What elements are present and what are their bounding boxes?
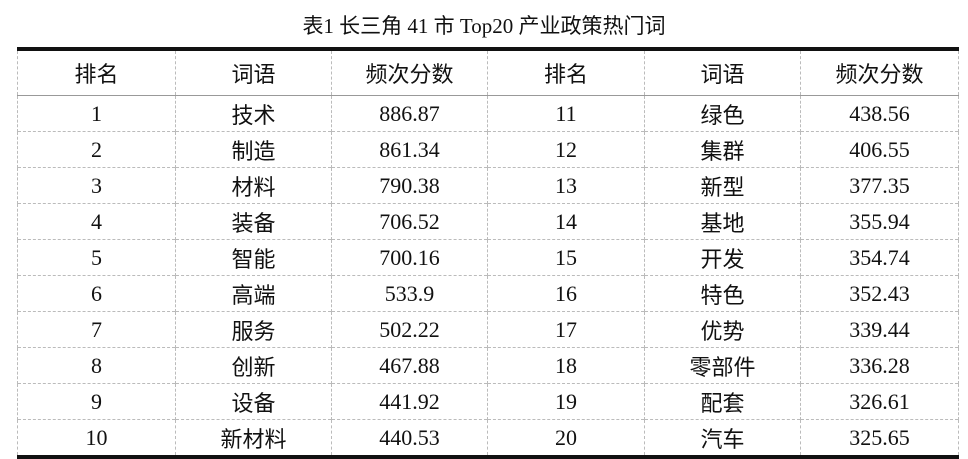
header-row: 排名 词语 频次分数 排名 词语 频次分数 bbox=[17, 49, 959, 96]
word-cell: 服务 bbox=[175, 311, 332, 348]
word-cell: 绿色 bbox=[644, 95, 801, 132]
rank-cell: 4 bbox=[17, 203, 176, 240]
score-cell: 441.92 bbox=[331, 383, 488, 420]
rank-cell: 6 bbox=[17, 275, 176, 312]
score-cell: 438.56 bbox=[800, 95, 959, 132]
table-title: 表1 长三角 41 市 Top20 产业政策热门词 bbox=[302, 14, 666, 38]
score-cell: 886.87 bbox=[331, 95, 488, 132]
score-cell: 339.44 bbox=[800, 311, 959, 348]
score-cell: 467.88 bbox=[331, 347, 488, 384]
score-cell: 336.28 bbox=[800, 347, 959, 384]
table-row: 8 创新 467.88 18 零部件 336.28 bbox=[17, 347, 959, 384]
rank-cell: 9 bbox=[17, 383, 176, 420]
rank-cell: 19 bbox=[487, 383, 645, 420]
rank-cell: 15 bbox=[487, 239, 645, 276]
word-cell: 配套 bbox=[644, 383, 801, 420]
score-cell: 706.52 bbox=[331, 203, 488, 240]
score-cell: 440.53 bbox=[331, 419, 488, 457]
word-cell: 创新 bbox=[175, 347, 332, 384]
header-word: 词语 bbox=[644, 49, 801, 96]
word-cell: 零部件 bbox=[644, 347, 801, 384]
rank-cell: 13 bbox=[487, 167, 645, 204]
table-row: 4 装备 706.52 14 基地 355.94 bbox=[17, 203, 959, 240]
table-row: 3 材料 790.38 13 新型 377.35 bbox=[17, 167, 959, 204]
score-cell: 325.65 bbox=[800, 419, 959, 457]
word-cell: 新材料 bbox=[175, 419, 332, 457]
header-score: 频次分数 bbox=[331, 49, 488, 96]
score-cell: 861.34 bbox=[331, 131, 488, 168]
rank-cell: 17 bbox=[487, 311, 645, 348]
score-cell: 790.38 bbox=[331, 167, 488, 204]
header-score: 频次分数 bbox=[800, 49, 959, 96]
score-cell: 354.74 bbox=[800, 239, 959, 276]
word-cell: 汽车 bbox=[644, 419, 801, 457]
rank-cell: 14 bbox=[487, 203, 645, 240]
score-cell: 377.35 bbox=[800, 167, 959, 204]
word-cell: 装备 bbox=[175, 203, 332, 240]
rank-cell: 2 bbox=[17, 131, 176, 168]
word-cell: 材料 bbox=[175, 167, 332, 204]
table-row: 10 新材料 440.53 20 汽车 325.65 bbox=[17, 419, 959, 457]
word-cell: 特色 bbox=[644, 275, 801, 312]
score-cell: 326.61 bbox=[800, 383, 959, 420]
word-cell: 优势 bbox=[644, 311, 801, 348]
word-cell: 集群 bbox=[644, 131, 801, 168]
table-row: 5 智能 700.16 15 开发 354.74 bbox=[17, 239, 959, 276]
rank-cell: 16 bbox=[487, 275, 645, 312]
word-cell: 开发 bbox=[644, 239, 801, 276]
table-row: 2 制造 861.34 12 集群 406.55 bbox=[17, 131, 959, 168]
table-row: 1 技术 886.87 11 绿色 438.56 bbox=[17, 95, 959, 132]
word-cell: 设备 bbox=[175, 383, 332, 420]
rank-cell: 12 bbox=[487, 131, 645, 168]
rank-cell: 18 bbox=[487, 347, 645, 384]
header-word: 词语 bbox=[175, 49, 332, 96]
score-cell: 352.43 bbox=[800, 275, 959, 312]
word-cell: 技术 bbox=[175, 95, 332, 132]
header-rank: 排名 bbox=[487, 49, 645, 96]
score-cell: 533.9 bbox=[331, 275, 488, 312]
word-cell: 制造 bbox=[175, 131, 332, 168]
header-rank: 排名 bbox=[17, 49, 176, 96]
score-cell: 502.22 bbox=[331, 311, 488, 348]
table-row: 9 设备 441.92 19 配套 326.61 bbox=[17, 383, 959, 420]
word-cell: 高端 bbox=[175, 275, 332, 312]
word-cell: 基地 bbox=[644, 203, 801, 240]
rank-cell: 11 bbox=[487, 95, 645, 132]
table-row: 7 服务 502.22 17 优势 339.44 bbox=[17, 311, 959, 348]
hot-words-table: 排名 词语 频次分数 排名 词语 频次分数 1 技术 886.87 11 绿色 438.5… bbox=[17, 47, 959, 459]
rank-cell: 1 bbox=[17, 95, 176, 132]
rank-cell: 8 bbox=[17, 347, 176, 384]
rank-cell: 5 bbox=[17, 239, 176, 276]
score-cell: 355.94 bbox=[800, 203, 959, 240]
word-cell: 新型 bbox=[644, 167, 801, 204]
rank-cell: 7 bbox=[17, 311, 176, 348]
rank-cell: 20 bbox=[487, 419, 645, 457]
rank-cell: 10 bbox=[17, 419, 176, 457]
word-cell: 智能 bbox=[175, 239, 332, 276]
score-cell: 700.16 bbox=[331, 239, 488, 276]
rank-cell: 3 bbox=[17, 167, 176, 204]
table-row: 6 高端 533.9 16 特色 352.43 bbox=[17, 275, 959, 312]
score-cell: 406.55 bbox=[800, 131, 959, 168]
